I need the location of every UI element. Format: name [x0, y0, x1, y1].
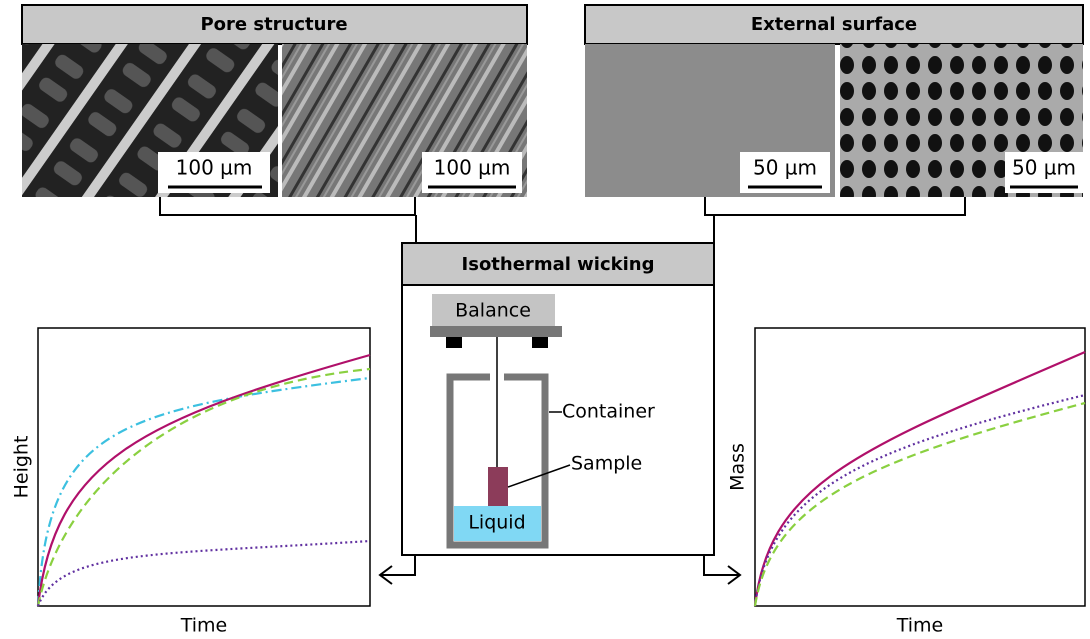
- sample: [488, 467, 508, 506]
- x-axis-label: Time: [180, 615, 228, 637]
- panel-title: Pore structure: [200, 14, 347, 35]
- balance-label: Balance: [455, 300, 531, 322]
- panel-title: External surface: [751, 14, 917, 35]
- scale-label: 50 µm: [1012, 156, 1076, 180]
- y-axis-label: Height: [11, 436, 33, 499]
- figure: Pore structure 100 µm 100 µm External su…: [0, 0, 1090, 639]
- scale-label: 100 µm: [176, 156, 253, 180]
- liquid-label: Liquid: [468, 512, 525, 534]
- balance-foot: [532, 337, 548, 348]
- scale-label: 100 µm: [434, 156, 511, 180]
- sample-label: Sample: [571, 453, 642, 475]
- balance-foot: [446, 337, 462, 348]
- container-label: Container: [562, 401, 655, 423]
- panel-title: Isothermal wicking: [462, 254, 655, 275]
- balance-plate: [430, 326, 562, 337]
- y-axis-label: Mass: [727, 443, 749, 491]
- scale-label: 50 µm: [753, 156, 817, 180]
- plot-frame: [755, 328, 1085, 606]
- x-axis-label: Time: [896, 615, 944, 637]
